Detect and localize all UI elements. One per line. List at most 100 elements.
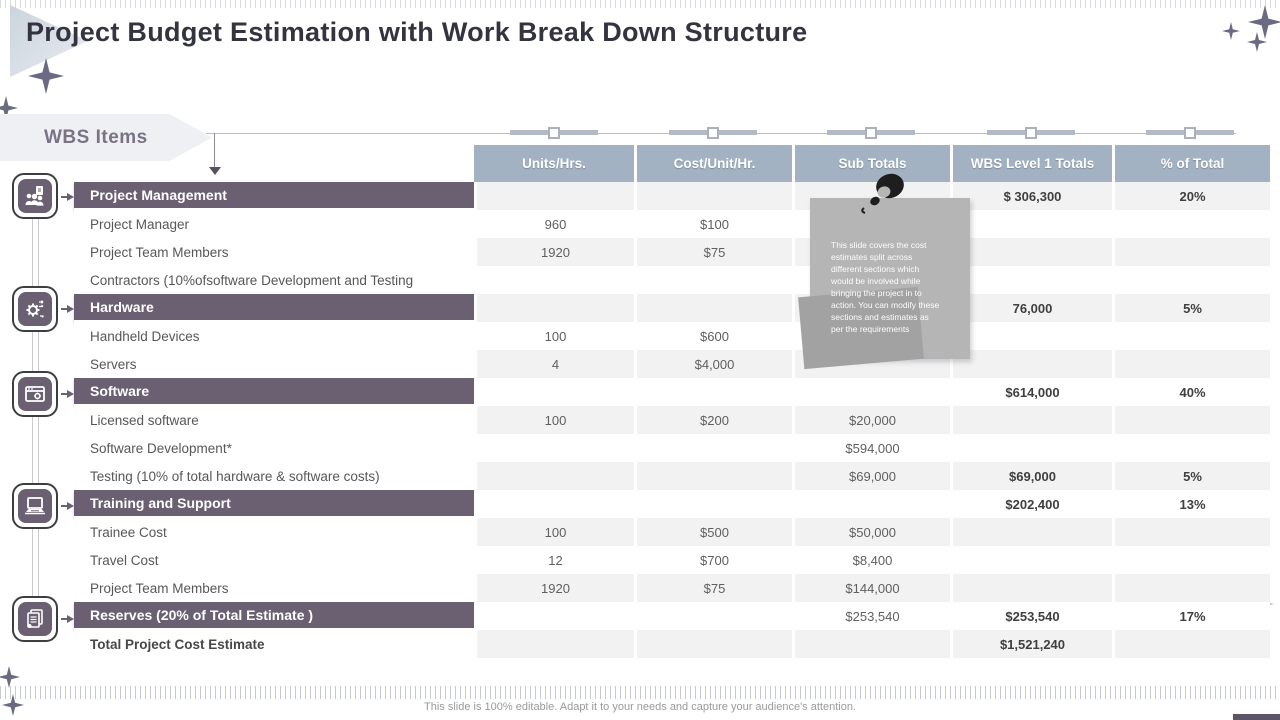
table-row: Project Management $ 306,300 20%: [74, 182, 1270, 210]
table-row: Hardware 76,000 5%: [74, 294, 1270, 322]
table-row: Reserves (20% of Total Estimate ) $253,54…: [74, 602, 1270, 630]
wbs-items-label: WBS Items: [44, 126, 148, 148]
cell-units: 1920: [474, 238, 634, 266]
column-header: % of Total: [1112, 145, 1270, 182]
cell-pct: 5%: [1112, 462, 1270, 490]
row-label: Training and Support: [74, 490, 474, 518]
cell-units: 100: [474, 406, 634, 434]
cell-cost: $4,000: [634, 350, 792, 378]
cell-cost: $700: [634, 546, 792, 574]
sticky-note: This slide covers the cost estimates spl…: [810, 198, 970, 359]
cell-wbs-total: [950, 266, 1112, 294]
column-header: Units/Hrs.: [474, 145, 634, 182]
cell-pct: [1112, 546, 1270, 574]
table-row: Travel Cost 12 $700 $8,400: [74, 546, 1270, 574]
cell-subtotal: [792, 490, 950, 518]
cell-units: 100: [474, 322, 634, 350]
cell-pct: [1112, 238, 1270, 266]
cell-wbs-total: $69,000: [950, 462, 1112, 490]
cell-cost: $200: [634, 406, 792, 434]
team-document-icon: [12, 173, 58, 219]
down-arrow-icon: [209, 167, 221, 175]
cell-pct: [1112, 322, 1270, 350]
row-label: Hardware: [74, 294, 474, 322]
cell-cost: [634, 630, 792, 658]
cell-cost: [634, 294, 792, 322]
cell-subtotal: [792, 378, 950, 406]
table-row: Project Manager 960 $100: [74, 210, 1270, 238]
budget-table: Units/Hrs. Cost/Unit/Hr. Sub Totals WBS Lev…: [74, 145, 1270, 658]
cell-units: 100: [474, 518, 634, 546]
cell-pct: [1112, 434, 1270, 462]
cell-wbs-total: [950, 350, 1112, 378]
table-row: Total Project Cost Estimate $1,521,240: [74, 630, 1270, 658]
cell-cost: $500: [634, 518, 792, 546]
cell-pct: 17%: [1112, 602, 1270, 630]
table-row: Project Team Members 1920 $75: [74, 238, 1270, 266]
cell-cost: [634, 182, 792, 210]
cell-units: [474, 630, 634, 658]
sparkle-icon: [1247, 32, 1267, 52]
cell-cost: [634, 434, 792, 462]
cell-wbs-total: [950, 546, 1112, 574]
cell-cost: $75: [634, 574, 792, 602]
cell-wbs-total: [950, 518, 1112, 546]
wbs-items-banner: WBS Items: [0, 114, 212, 161]
cell-cost: $100: [634, 210, 792, 238]
cell-wbs-total: [950, 322, 1112, 350]
row-label: Software Development*: [74, 434, 474, 462]
row-label: Total Project Cost Estimate: [74, 630, 474, 658]
table-row: Project Team Members 1920 $75 $144,000: [74, 574, 1270, 602]
row-label: Project Team Members: [74, 238, 474, 266]
right-arrow-icon: [61, 390, 75, 398]
row-label: Software: [74, 378, 474, 406]
sparkle-icon: [1222, 22, 1240, 40]
cell-wbs-total: $202,400: [950, 490, 1112, 518]
row-label: Testing (10% of total hardware & softwar…: [74, 462, 474, 490]
cell-pct: [1112, 574, 1270, 602]
table-row: Servers 4 $4,000: [74, 350, 1270, 378]
cell-cost: [634, 602, 792, 630]
row-label: Project Team Members: [74, 574, 474, 602]
laptop-icon: [12, 483, 58, 529]
cell-cost: [634, 378, 792, 406]
cell-subtotal: $69,000: [792, 462, 950, 490]
cell-units: 12: [474, 546, 634, 574]
table-row: Software $614,000 40%: [74, 378, 1270, 406]
cell-pct: [1112, 518, 1270, 546]
cell-units: [474, 266, 634, 294]
cell-pct: [1112, 630, 1270, 658]
cell-subtotal: [792, 630, 950, 658]
software-window-icon: [12, 371, 58, 417]
slider-handle-icon: [548, 127, 560, 139]
table-row: Testing (10% of total hardware & softwar…: [74, 462, 1270, 490]
right-arrow-icon: [61, 305, 75, 313]
column-header: WBS Level 1 Totals: [950, 145, 1112, 182]
row-label: Travel Cost: [74, 546, 474, 574]
right-arrow-icon: [61, 193, 75, 201]
cell-pct: [1112, 266, 1270, 294]
row-label: Handheld Devices: [74, 322, 474, 350]
table-row: Software Development* $594,000: [74, 434, 1270, 462]
bottom-line-pattern: [0, 686, 1280, 699]
row-label: Reserves (20% of Total Estimate ): [74, 602, 474, 630]
cell-cost: [634, 490, 792, 518]
cell-cost: [634, 462, 792, 490]
sparkle-icon: [0, 666, 20, 688]
row-label: Project Manager: [74, 210, 474, 238]
documents-stack-icon: [12, 596, 58, 642]
row-label: Servers: [74, 350, 474, 378]
cell-subtotal: $594,000: [792, 434, 950, 462]
cell-cost: $600: [634, 322, 792, 350]
cell-wbs-total: $614,000: [950, 378, 1112, 406]
cell-cost: $75: [634, 238, 792, 266]
cell-pct: [1112, 350, 1270, 378]
column-header: Cost/Unit/Hr.: [634, 145, 792, 182]
connector-line: [214, 133, 215, 167]
sparkle-icon: [1248, 5, 1280, 39]
cell-pct: 20%: [1112, 182, 1270, 210]
cell-units: [474, 182, 634, 210]
cell-pct: 5%: [1112, 294, 1270, 322]
slide-title: Project Budget Estimation with Work Brea…: [26, 17, 808, 47]
